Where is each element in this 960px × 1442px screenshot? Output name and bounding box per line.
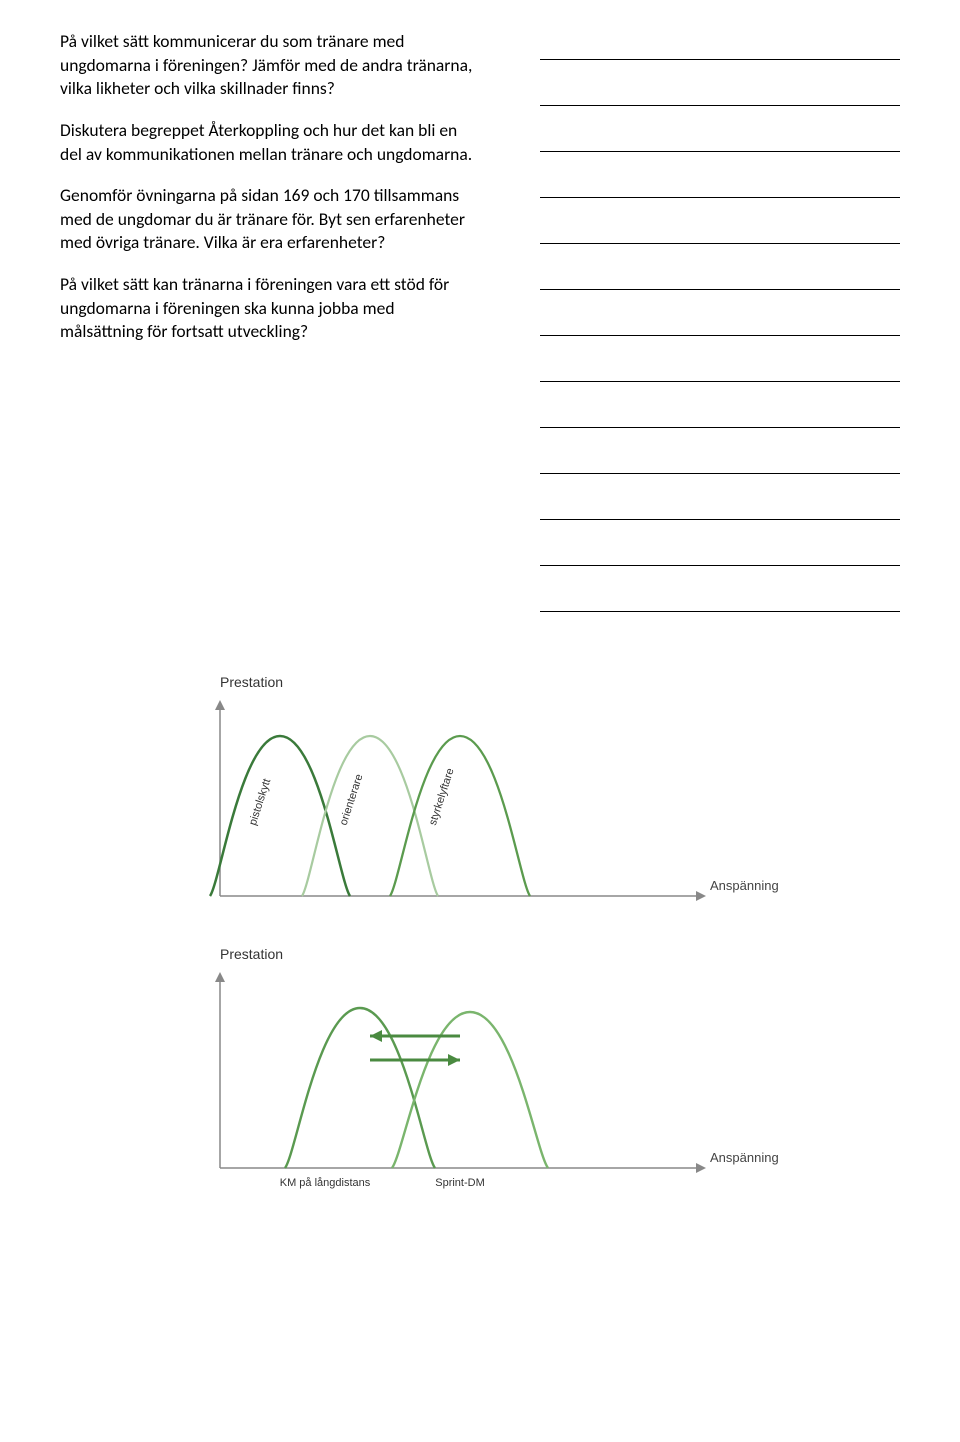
answer-line [540, 358, 900, 382]
chart1-y-label: Prestation [220, 674, 900, 690]
answer-line [540, 496, 900, 520]
answer-line [540, 266, 900, 290]
top-section: På vilket sätt kommunicerar du som träna… [60, 30, 900, 634]
answer-line [540, 36, 900, 60]
answer-line [540, 404, 900, 428]
paragraph: Diskutera begreppet Återkoppling och hur… [60, 119, 480, 166]
answer-line [540, 220, 900, 244]
svg-text:Anspänning: Anspänning [710, 878, 779, 893]
paragraph: På vilket sätt kan tränarna i föreningen… [60, 273, 480, 344]
text-column: På vilket sätt kommunicerar du som träna… [60, 30, 480, 634]
chart1: Anspänning pistolskytt orienterare styrkely… [160, 696, 800, 916]
curve [302, 736, 438, 896]
answer-line [540, 450, 900, 474]
answer-line [540, 588, 900, 612]
curve-label: styrkelyftare [427, 767, 457, 827]
curve [210, 736, 350, 896]
answer-lines-column [540, 30, 900, 634]
answer-line [540, 174, 900, 198]
curve-label: orienterare [338, 773, 366, 827]
answer-line [540, 312, 900, 336]
svg-text:Anspänning: Anspänning [710, 1150, 779, 1165]
answer-line [540, 542, 900, 566]
curve-bottom-label: Sprint-DM [435, 1177, 485, 1189]
charts-area: Prestation Anspänning pistolskytt orienter… [160, 674, 900, 1198]
paragraph: På vilket sätt kommunicerar du som träna… [60, 30, 480, 101]
paragraph: Genomför övningarna på sidan 169 och 170… [60, 184, 480, 255]
chart2-y-label: Prestation [220, 946, 900, 962]
chart2: Anspänning KM på långdistans Sprint-DM [160, 968, 800, 1198]
curve [285, 1008, 435, 1168]
curve [390, 736, 530, 896]
answer-line [540, 128, 900, 152]
answer-line [540, 82, 900, 106]
curve-bottom-label: KM på långdistans [280, 1177, 371, 1189]
curve-label: pistolskytt [247, 777, 273, 827]
